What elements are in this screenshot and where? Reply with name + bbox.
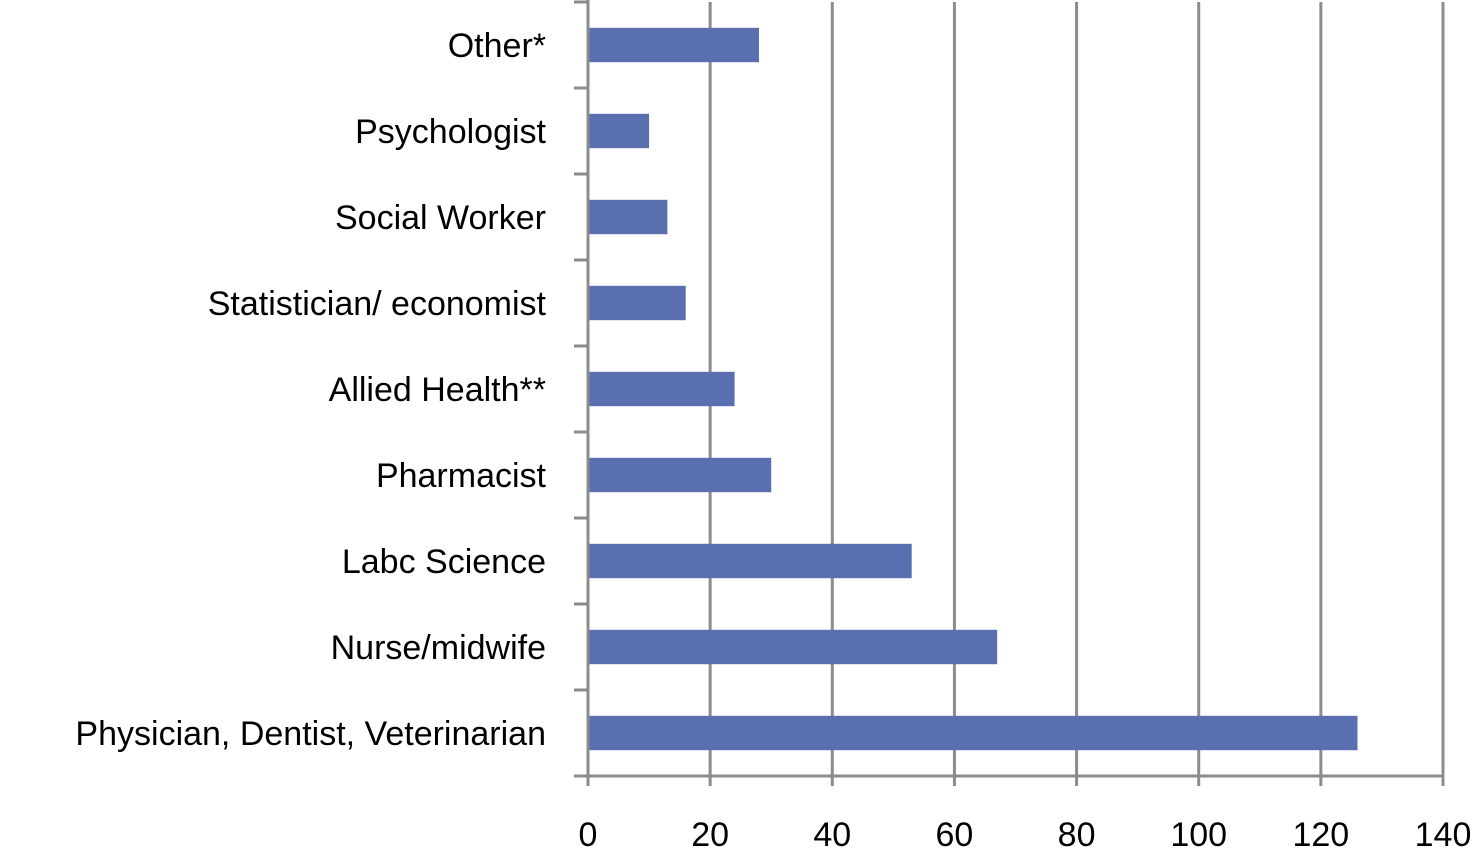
category-label: Labc Science [342, 543, 546, 581]
x-tick-label: 0 [579, 816, 598, 854]
gridlines [708, 2, 1445, 786]
bar [589, 113, 650, 149]
bar [589, 543, 912, 579]
bar [589, 371, 735, 407]
category-label: Other* [448, 27, 546, 65]
category-label: Social Worker [335, 199, 546, 237]
category-label: Physician, Dentist, Veterinarian [75, 715, 546, 753]
x-tick-label: 140 [1415, 816, 1472, 854]
bar [589, 629, 998, 665]
bar [589, 199, 668, 235]
x-tick-label: 20 [691, 816, 729, 854]
x-tick-label: 60 [936, 816, 974, 854]
bar [589, 27, 759, 63]
x-tick-labels: 0 20 40 60 80 100 120 140 [579, 816, 1472, 854]
x-tick-label: 120 [1292, 816, 1349, 854]
axes [574, 0, 1443, 786]
x-tick-label: 80 [1058, 816, 1096, 854]
category-label: Pharmacist [376, 457, 547, 495]
category-label: Nurse/midwife [331, 629, 546, 667]
bar [589, 457, 772, 493]
bars [589, 27, 1358, 751]
category-label: Allied Health** [329, 371, 546, 409]
bar [589, 285, 686, 321]
category-labels: Other* Psychologist Social Worker Statistic… [75, 27, 546, 753]
category-label: Statistician/ economist [208, 285, 547, 323]
bar [589, 715, 1358, 751]
category-label: Psychologist [355, 113, 546, 151]
x-tick-label: 100 [1170, 816, 1227, 854]
x-tick-label: 40 [813, 816, 851, 854]
